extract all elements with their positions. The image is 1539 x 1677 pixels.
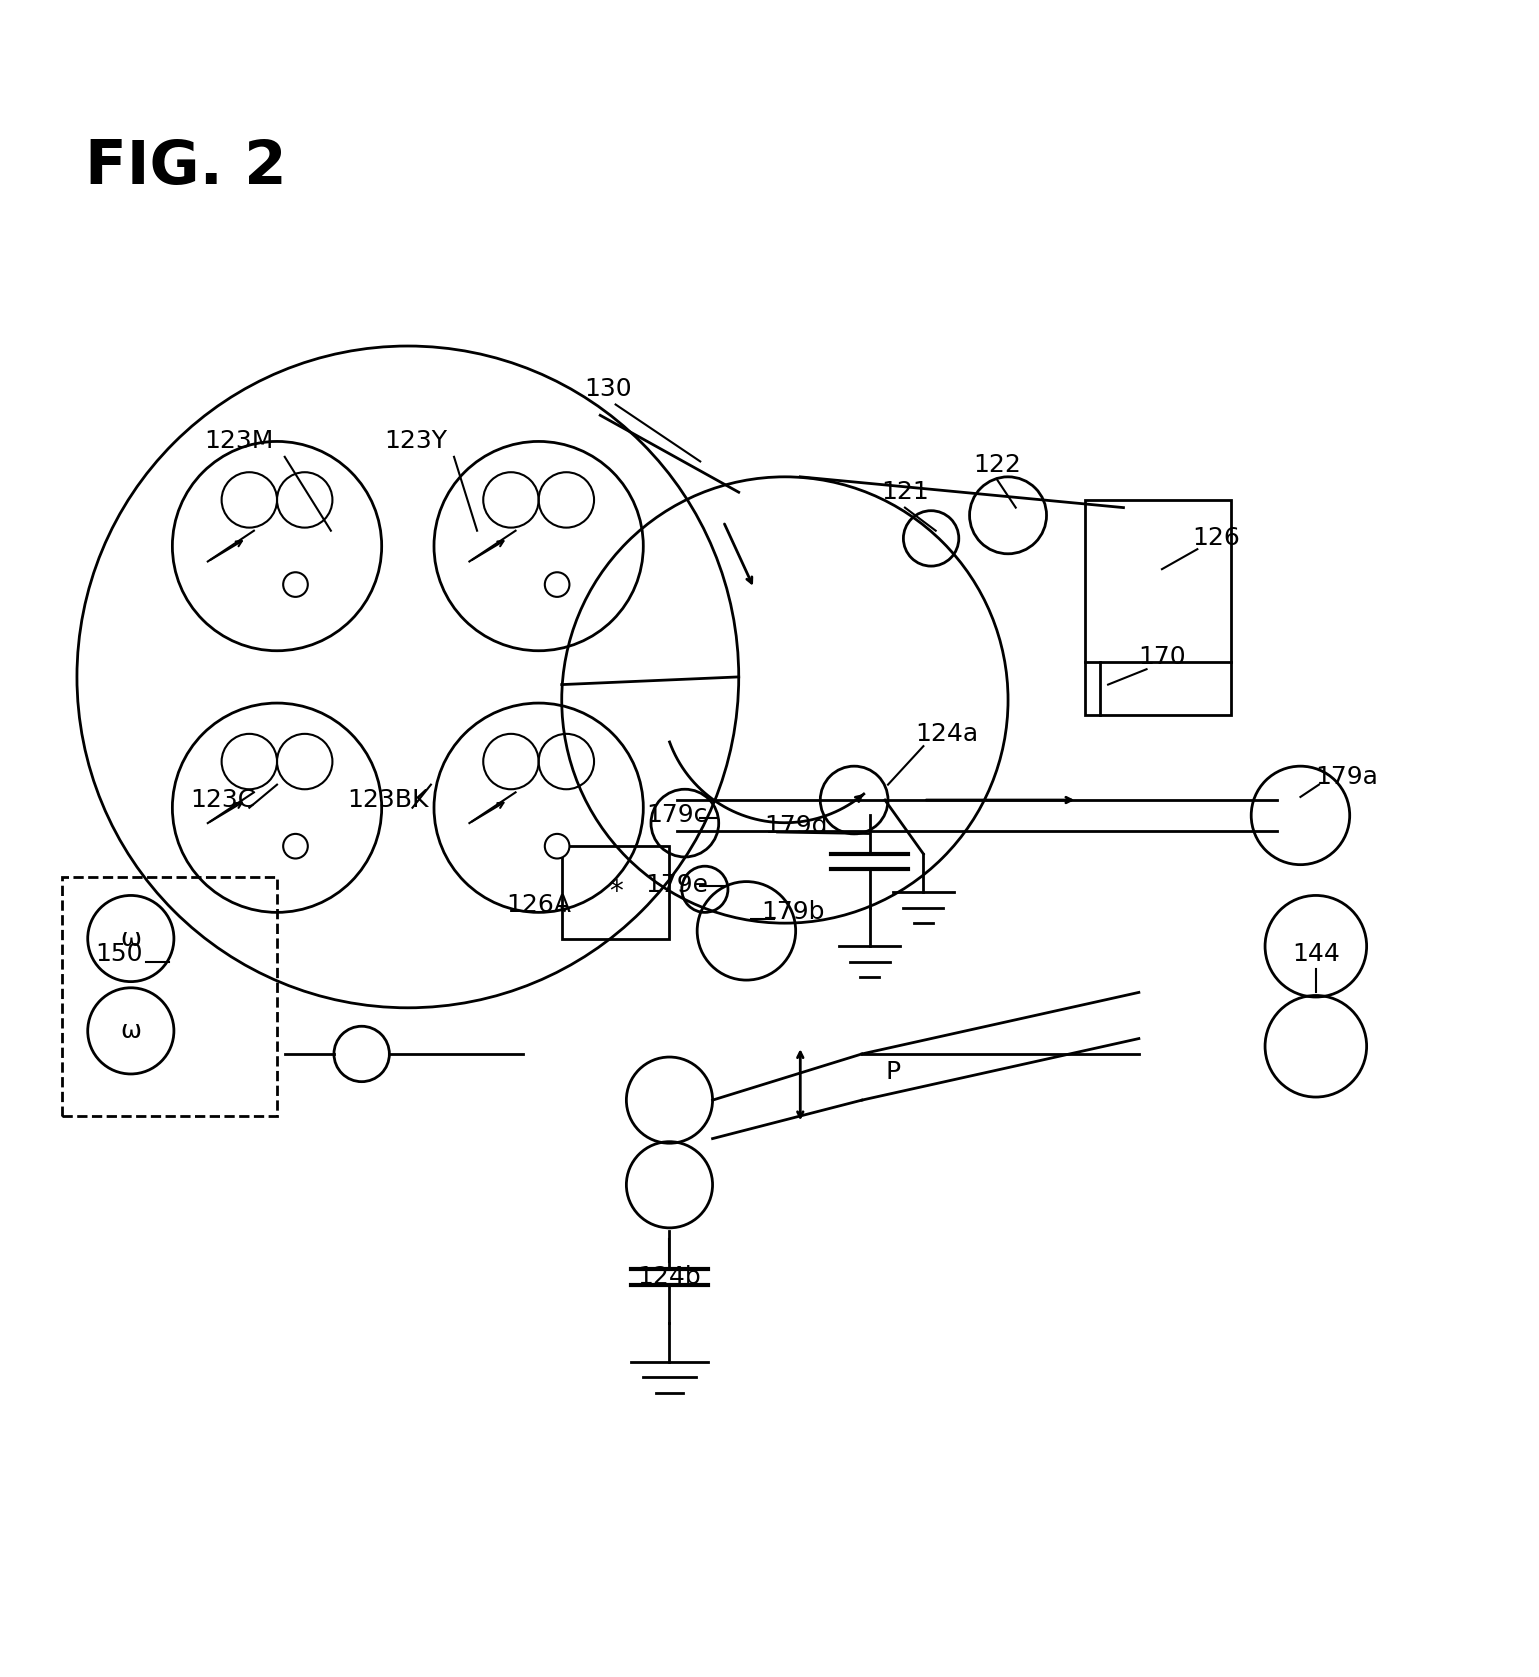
Text: 150: 150: [95, 942, 142, 966]
Text: 126A: 126A: [506, 892, 571, 917]
Text: 124a: 124a: [914, 721, 979, 746]
FancyBboxPatch shape: [1085, 500, 1231, 716]
Text: 123Y: 123Y: [385, 429, 446, 453]
Circle shape: [283, 572, 308, 597]
Text: ω: ω: [120, 926, 142, 951]
Text: 123C: 123C: [191, 788, 255, 812]
Text: 124b: 124b: [637, 1264, 702, 1290]
FancyBboxPatch shape: [62, 877, 277, 1115]
Text: 179e: 179e: [646, 872, 708, 897]
Circle shape: [545, 833, 569, 859]
Text: *: *: [609, 879, 622, 906]
Text: 179c: 179c: [646, 803, 708, 827]
Text: 179a: 179a: [1316, 765, 1377, 788]
Text: FIG. 2: FIG. 2: [85, 138, 286, 198]
Text: 130: 130: [585, 377, 631, 401]
Text: 179d: 179d: [763, 815, 828, 838]
Text: ω: ω: [120, 1020, 142, 1043]
Text: 170: 170: [1139, 646, 1185, 669]
Text: P: P: [885, 1060, 900, 1085]
Circle shape: [283, 833, 308, 859]
Text: 126: 126: [1191, 527, 1240, 550]
FancyBboxPatch shape: [562, 847, 669, 939]
Text: 123M: 123M: [203, 429, 274, 453]
Text: 121: 121: [880, 480, 930, 505]
Text: 122: 122: [973, 453, 1022, 476]
Text: 123BK: 123BK: [348, 788, 428, 812]
Text: 179b: 179b: [760, 901, 825, 924]
Text: 144: 144: [1291, 942, 1340, 966]
Circle shape: [545, 572, 569, 597]
